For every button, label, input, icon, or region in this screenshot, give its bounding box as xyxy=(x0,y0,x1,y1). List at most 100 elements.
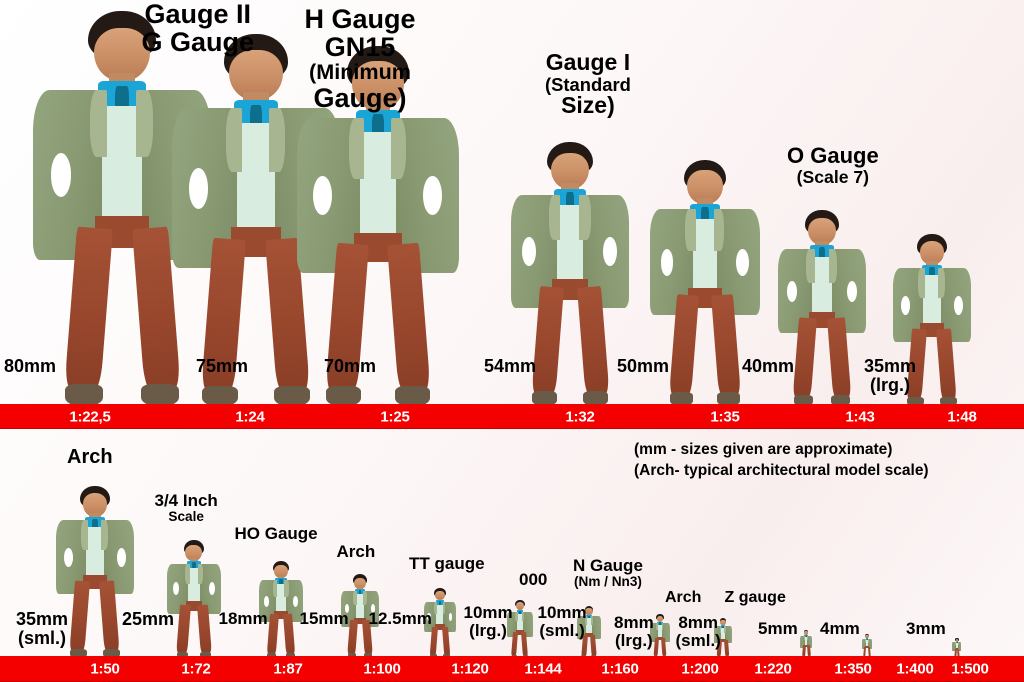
figurine-face xyxy=(229,49,283,101)
figurine-trouser-left xyxy=(347,619,358,655)
figurine-neck xyxy=(189,558,198,564)
figure-height-label: 10mm (lrg.) xyxy=(464,604,513,640)
gauge-name-label: Gauge II G Gauge xyxy=(142,0,255,56)
figurine-face xyxy=(656,615,664,622)
figurine-jacket-left xyxy=(650,622,658,642)
figurine-lapel-right xyxy=(363,590,367,606)
figurine-1-350 xyxy=(799,630,813,658)
figurine-neck xyxy=(437,598,443,602)
figurine-1-160 xyxy=(577,606,601,658)
figurine-shoe-right xyxy=(395,386,430,406)
gauge-name-line: N Gauge xyxy=(573,556,643,575)
figurine-shoe-left xyxy=(70,648,87,658)
figurine-1-50 xyxy=(55,486,136,658)
gauge-name-label: O Gauge (Scale 7) xyxy=(787,143,879,187)
figurine-waistband xyxy=(185,601,203,611)
figure-height-label: 3mm xyxy=(906,620,946,638)
figure-height-label: 80mm xyxy=(4,357,56,376)
figurine-lapel-right xyxy=(101,520,109,550)
figurine-face xyxy=(687,170,723,204)
figurine-shoe-left xyxy=(907,396,924,406)
gauge-name-line: O Gauge xyxy=(787,143,879,168)
figure-height-value: 70mm xyxy=(324,356,377,376)
gauge-name-label: HO Gauge xyxy=(235,525,318,543)
figurine-face xyxy=(434,590,446,601)
figure-height-qualifier: (sml.) xyxy=(539,620,585,640)
figurine-lapel-left xyxy=(349,118,365,180)
figurine-neck xyxy=(866,637,868,639)
gauge-name-line: Arch xyxy=(67,446,113,468)
figurine-1-22-5 xyxy=(29,11,215,406)
figure-height-label: 5mm xyxy=(758,620,798,638)
figurine-arm-gap-left xyxy=(189,167,209,209)
figurine-jacket-right xyxy=(662,622,670,642)
figurine-shoe-right xyxy=(140,384,179,406)
figurine-jacket-left xyxy=(577,616,587,639)
figure-height-value: 25mm xyxy=(122,609,175,629)
figure-height-qualifier: (sml.) xyxy=(675,630,721,650)
figurine-lapel-left xyxy=(90,90,107,158)
figurine-sweater xyxy=(354,594,366,620)
figurine-lapel-right xyxy=(938,268,946,298)
figurine-shoe-right xyxy=(582,391,608,406)
figure-height-value: 4mm xyxy=(820,619,860,638)
scale-ratio-value: 1:43 xyxy=(845,408,875,425)
gauge-name-label: Arch xyxy=(67,447,113,468)
figurine-jacket-right xyxy=(868,638,873,650)
figurine-arm-gap-right xyxy=(735,248,749,276)
scale-ratio-value: 1:350 xyxy=(834,660,872,678)
figurine-arm-gap-right xyxy=(423,175,443,216)
figurine-sweater xyxy=(516,613,524,632)
figurine-sweater xyxy=(920,275,944,327)
figure-height-label: 54mm xyxy=(484,357,536,376)
gauge-name-label: Gauge I (Standard Size) xyxy=(545,50,631,118)
figure-height-value: 8mm xyxy=(614,613,654,632)
figurine-sweater xyxy=(955,642,959,649)
figurine-lapel-left xyxy=(81,520,89,550)
figurine-jacket-left xyxy=(861,638,866,650)
gauge-name-line: (Scale 7) xyxy=(796,166,870,187)
figurine-arm-gap-left xyxy=(901,295,910,315)
figure-height-label: 70mm xyxy=(324,357,376,376)
scale-ratio-value: 1:25 xyxy=(380,408,410,425)
figurine-shoe-left xyxy=(202,385,239,406)
figurine-lapel-right xyxy=(522,611,525,622)
figurine-lapel-left xyxy=(865,638,867,643)
figurine-neck xyxy=(696,198,714,209)
figurine-trouser-left xyxy=(176,604,192,654)
figure-height-value: 10mm xyxy=(463,603,513,622)
figurine-arm-gap-left xyxy=(522,237,537,267)
figure-height-value: 18mm xyxy=(218,609,268,628)
figurine-lapel-right xyxy=(390,118,407,180)
figurine-lapel-left xyxy=(955,642,957,646)
figurine-jacket-right xyxy=(724,626,732,644)
figurine-waistband xyxy=(516,630,524,635)
figurine-lapel-left xyxy=(685,209,696,251)
figurine-waistband xyxy=(720,638,726,642)
figurine-neck xyxy=(587,614,591,617)
figurine-shoe-left xyxy=(531,391,558,406)
figurine-arm-gap-right xyxy=(448,613,453,621)
figurine-waistband xyxy=(865,646,869,649)
figurine-shoe-right xyxy=(716,392,741,406)
gauge-name-line: HO Gauge xyxy=(234,524,318,543)
figurine-jacket-right xyxy=(591,616,601,639)
scale-ratio-value: 1:160 xyxy=(601,660,639,678)
scale-ratio-value: 1:500 xyxy=(951,660,989,678)
figure-height-label: 8mm (lrg.) xyxy=(614,614,654,650)
figurine-neck xyxy=(721,624,725,626)
figurine-arm-gap-right xyxy=(603,237,617,267)
figurine-1-400 xyxy=(861,634,873,658)
figurine-lapel-right xyxy=(579,194,591,240)
figurine-shoe-right xyxy=(285,652,295,658)
figure-height-value: 54mm xyxy=(484,356,537,376)
figurine-jacket-right xyxy=(522,611,534,637)
figurine-lapel-left xyxy=(273,580,278,597)
figurine-arm-gap-left xyxy=(50,153,72,197)
figurine-1-25 xyxy=(293,46,462,406)
gauge-name-label: 3/4 Inch Scale xyxy=(155,492,218,524)
figurine-1-48 xyxy=(892,234,973,406)
figurine-lapel-left xyxy=(806,249,815,283)
figurine-lapel-right xyxy=(136,90,153,158)
figurine-face xyxy=(82,493,108,517)
